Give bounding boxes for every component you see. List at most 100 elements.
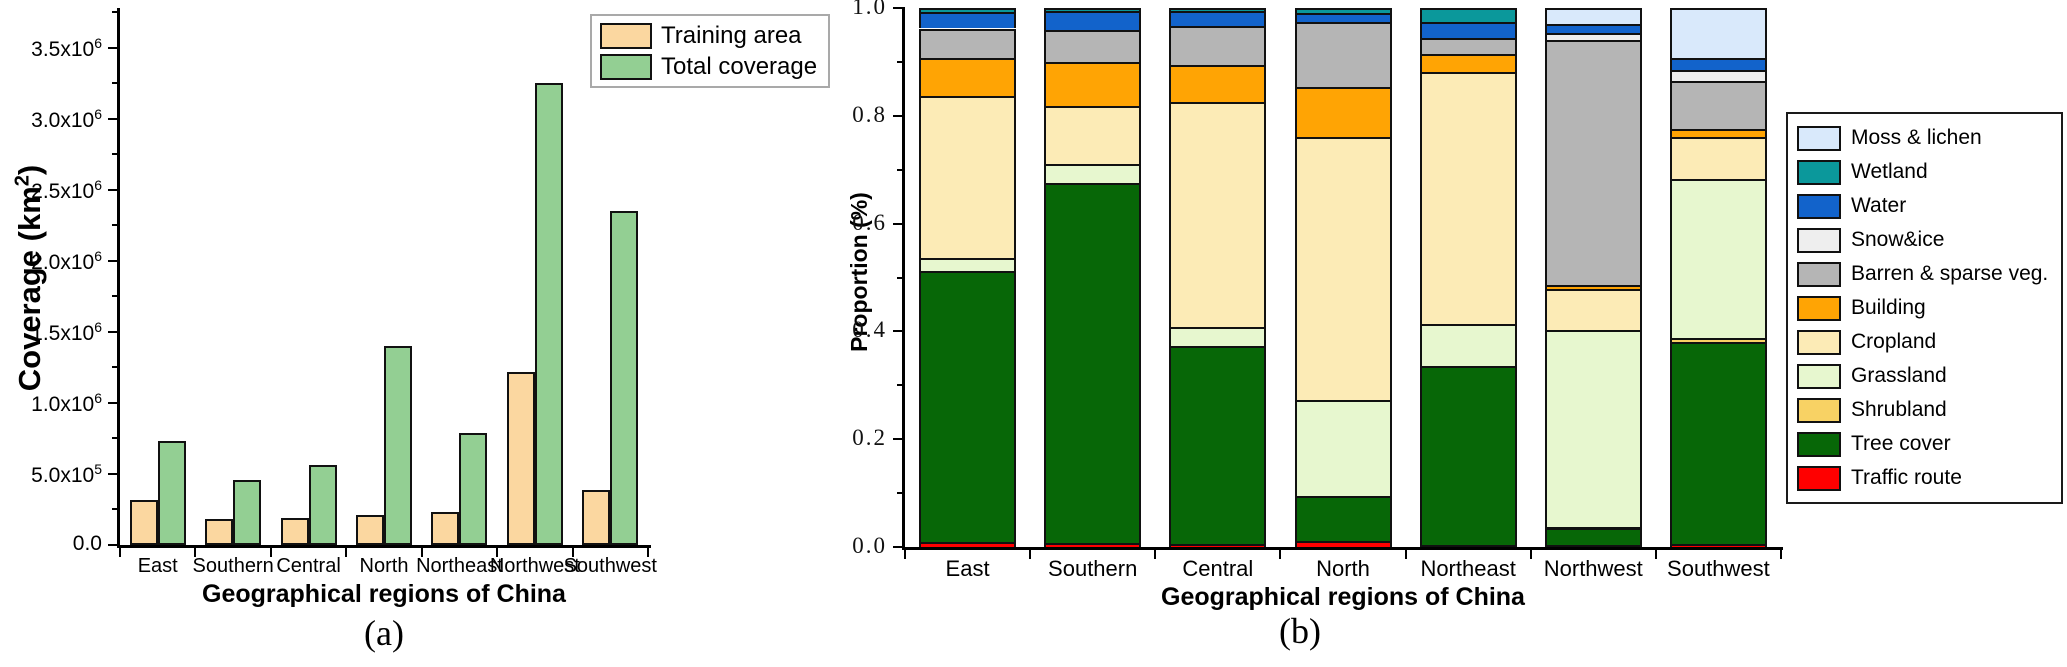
segment-traffic-route	[1419, 545, 1517, 547]
x-tick	[1029, 550, 1032, 559]
x-tick	[345, 548, 348, 557]
segment-water	[1044, 10, 1142, 30]
x-tick	[420, 548, 423, 557]
y-minor-tick	[112, 295, 120, 298]
y-tick-label: 0.8	[852, 101, 887, 127]
segment-barren-sparse-veg-	[919, 28, 1017, 58]
legend-item: Traffic route	[1797, 461, 2052, 495]
legend-item: Training area	[600, 20, 820, 51]
segment-grassland	[1294, 399, 1392, 496]
segment-grassland	[1419, 324, 1517, 367]
legend-label: Water	[1851, 194, 1907, 217]
x-category-label: Southwest	[1667, 556, 1770, 581]
bar-total-coverage	[384, 346, 412, 545]
x-tick	[269, 548, 272, 557]
panel-a-y-axis-line	[117, 8, 120, 548]
x-tick	[1780, 550, 1782, 559]
segment-tree-cover	[1169, 345, 1267, 544]
y-tick-label: 3.0x106	[31, 105, 102, 132]
y-minor-tick	[897, 60, 905, 63]
segment-tree-cover	[1669, 342, 1767, 545]
legend-label: Grassland	[1851, 364, 1947, 387]
segment-snow-ice	[1544, 32, 1642, 40]
segment-wetland	[1044, 8, 1142, 11]
y-tick-label: 5.0x105	[31, 460, 102, 487]
y-major-tick	[108, 401, 120, 404]
y-tick-label: 0.0	[72, 532, 102, 555]
segment-cropland	[1169, 101, 1267, 328]
x-category-label: East	[137, 555, 178, 577]
segment-moss-lichen	[1669, 8, 1767, 58]
segment-building	[919, 57, 1017, 97]
y-major-tick	[893, 438, 905, 441]
segment-shrubland	[1669, 337, 1767, 343]
segment-traffic-route	[919, 541, 1017, 547]
segment-barren-sparse-veg-	[1544, 39, 1642, 285]
x-tick	[571, 548, 574, 557]
bar-training-area	[280, 518, 309, 545]
segment-grassland	[1044, 164, 1142, 184]
segment-grassland	[1169, 327, 1267, 346]
bar-total-coverage	[308, 464, 337, 545]
bar-total-coverage	[534, 83, 563, 545]
segment-moss-lichen	[1544, 8, 1642, 25]
bar-total-coverage	[233, 479, 262, 545]
panel-b-y-axis-title: Proportion (%)	[846, 192, 872, 352]
legend-label: Total coverage	[661, 52, 818, 80]
segment-cropland	[1669, 137, 1767, 180]
x-category-label: East	[945, 556, 990, 581]
segment-tree-cover	[1294, 495, 1392, 541]
legend-label: Wetland	[1851, 160, 1928, 183]
legend-label: Cropland	[1851, 330, 1937, 353]
y-tick-label: 1.0x106	[31, 389, 102, 416]
legend-item: Barren & sparse veg.	[1797, 257, 2052, 291]
legend-label: Moss & lichen	[1851, 126, 1982, 149]
y-tick-label: 2.0x106	[31, 247, 102, 274]
bar-training-area	[356, 515, 384, 545]
segment-traffic-route	[1669, 544, 1767, 547]
segment-building	[1044, 61, 1142, 107]
segment-snow-ice	[1669, 70, 1767, 81]
panel-b-x-axis-title: Geographical regions of China	[1161, 583, 1525, 611]
y-minor-tick	[897, 492, 905, 495]
segment-water	[919, 11, 1017, 29]
x-tick	[496, 548, 499, 557]
y-tick-label: 1.0	[852, 0, 887, 19]
segment-cropland	[1294, 137, 1392, 400]
panel-a-x-axis-title: Geographical regions of China	[202, 580, 566, 608]
segment-water	[1669, 57, 1767, 70]
bar-total-coverage	[610, 211, 639, 545]
legend-swatch	[1797, 465, 1841, 491]
segment-cropland	[1044, 106, 1142, 165]
legend-item: Water	[1797, 189, 2052, 223]
x-tick	[904, 550, 906, 559]
legend-item: Building	[1797, 291, 2052, 325]
panel-a-plot-area: 0.0 5.0x105 1.0x106 1.5x106 2.0x106 2.5x106 3.…	[31, 8, 657, 577]
y-minor-tick	[897, 168, 905, 171]
y-major-tick	[108, 117, 120, 120]
segment-grassland	[919, 258, 1017, 271]
legend-label: Building	[1851, 296, 1926, 319]
segment-traffic-route	[1169, 543, 1267, 547]
segment-tree-cover	[1044, 183, 1142, 544]
segment-tree-cover	[1544, 527, 1642, 546]
x-category-label: North	[1316, 556, 1370, 581]
y-minor-tick	[112, 153, 120, 156]
x-category-label: Northeast	[416, 555, 503, 577]
legend-swatch	[600, 22, 652, 49]
segment-grassland	[1669, 179, 1767, 338]
legend-label: Snow&ice	[1851, 228, 1945, 251]
legend-swatch	[1797, 431, 1841, 457]
bar-total-coverage	[157, 440, 186, 545]
panel-a-legend: Training area Total coverage	[590, 14, 830, 88]
segment-barren-sparse-veg-	[1419, 38, 1517, 54]
segment-wetland	[1419, 8, 1517, 23]
y-major-tick	[893, 114, 905, 117]
x-tick	[1154, 550, 1157, 559]
panel-b-x-axis-line	[902, 547, 1783, 550]
legend-swatch	[1797, 295, 1841, 321]
y-minor-tick	[897, 384, 905, 387]
segment-cropland	[1419, 71, 1517, 325]
x-tick	[1529, 550, 1532, 559]
legend-label: Barren & sparse veg.	[1851, 262, 2049, 285]
